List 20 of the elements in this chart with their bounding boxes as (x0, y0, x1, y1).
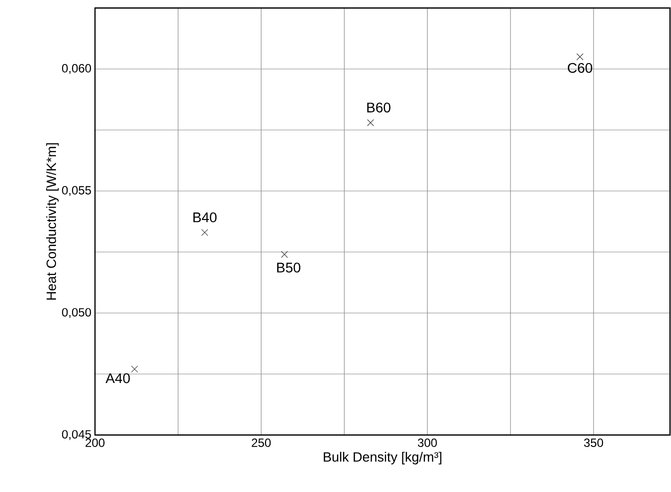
y-axis-title: Heat Conductivity [W/K*m] (46, 143, 59, 300)
annotation: B40 (193, 212, 217, 222)
y-tick-label: 0,055 (62, 186, 91, 196)
y-tick-label: 0,060 (62, 64, 92, 74)
x-tick-label: 200 (86, 438, 105, 447)
x-tick-label: 250 (252, 438, 271, 447)
point (367, 119, 374, 126)
x-tick-label: 350 (584, 438, 604, 447)
y-tick-label: 0,050 (62, 308, 92, 318)
point (131, 366, 138, 373)
point (201, 228, 208, 236)
x-tick-label: 300 (418, 438, 437, 447)
point (576, 53, 584, 60)
annotation: C60 (568, 62, 592, 73)
annotation: B60 (367, 102, 390, 112)
point (280, 250, 288, 258)
y-tick-label: 0,045 (62, 430, 91, 440)
x-axis-title: Bulk Density [kg/m³] (324, 452, 442, 464)
annotation: A40 (106, 373, 130, 384)
annotation: B50 (277, 262, 300, 273)
